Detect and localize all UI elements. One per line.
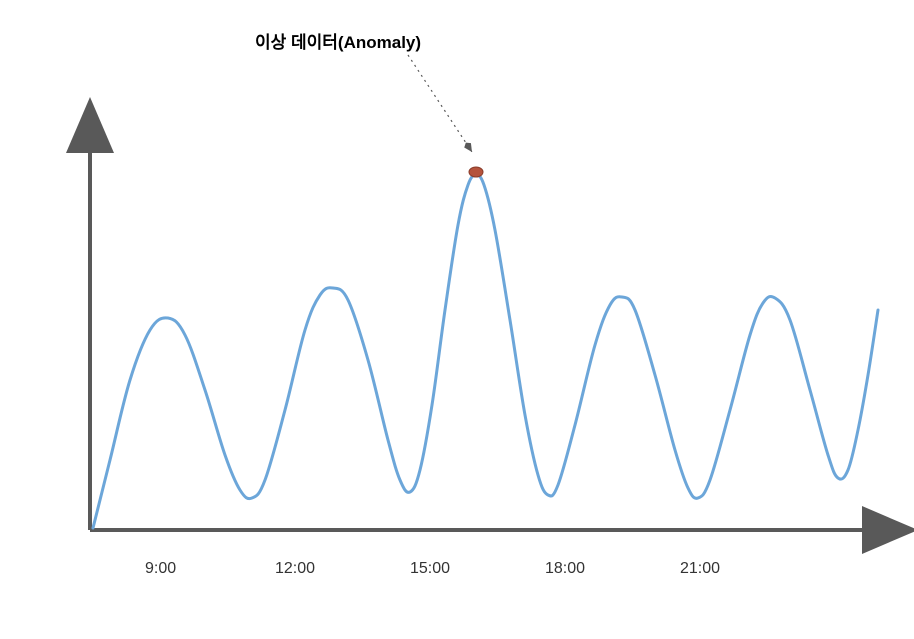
x-tick-label: 12:00 — [275, 560, 315, 578]
x-tick-label: 15:00 — [410, 560, 450, 578]
x-tick-label: 9:00 — [145, 560, 176, 578]
annotation-pointer-line — [408, 55, 472, 152]
chart-svg — [0, 0, 914, 634]
x-tick-label: 21:00 — [680, 560, 720, 578]
anomaly-marker — [469, 167, 483, 177]
anomaly-annotation-label: 이상 데이터(Anomaly) — [255, 28, 421, 53]
x-tick-label: 18:00 — [545, 560, 585, 578]
data-line — [93, 175, 878, 528]
anomaly-line-chart: 이상 데이터(Anomaly) 9:00 12:00 15:00 18:00 21:00 — [0, 0, 914, 634]
annotation-pointer-arrowhead — [464, 143, 472, 152]
